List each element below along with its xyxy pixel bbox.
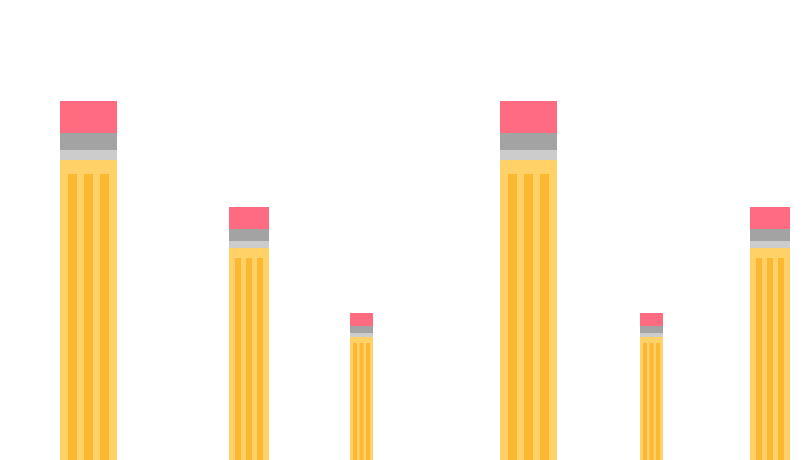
- pencil-stripe: [524, 174, 533, 460]
- pencil-ferrule-band: [60, 133, 117, 150]
- pencil-stripe: [649, 343, 654, 460]
- pencil-eraser: [500, 101, 557, 133]
- pencil-stripe: [235, 258, 241, 460]
- pencil-ferrule-light: [350, 333, 373, 337]
- pencil-stripe: [540, 174, 549, 460]
- pencil-stripe: [643, 343, 647, 460]
- pencil-stripe: [767, 258, 773, 460]
- pencil-stripe: [508, 174, 517, 460]
- pencil-ferrule-band: [750, 229, 790, 241]
- pencil-eraser: [640, 313, 663, 326]
- pencil-ferrule-band: [500, 133, 557, 150]
- pencil-ferrule-band: [640, 326, 663, 333]
- pencil-3: [350, 313, 373, 460]
- pencil-ferrule-light: [229, 241, 269, 248]
- pencil-ferrule-band: [350, 326, 373, 333]
- pencil-eraser: [60, 101, 117, 133]
- pencil-ferrule-band: [229, 229, 269, 241]
- pencil-eraser: [750, 207, 790, 229]
- pencil-stripe: [84, 174, 93, 460]
- pencil-ferrule-light: [500, 150, 557, 160]
- pencil-stripe: [756, 258, 762, 460]
- pencil-5: [640, 313, 663, 460]
- pencil-ferrule-light: [640, 333, 663, 337]
- pencil-ferrule-light: [60, 150, 117, 160]
- pencil-ferrule-light: [750, 241, 790, 248]
- pencil-1: [60, 101, 117, 460]
- pencil-4: [500, 101, 557, 460]
- pencil-eraser: [350, 313, 373, 326]
- pencil-stripe: [656, 343, 660, 460]
- pencil-2: [229, 207, 269, 460]
- pencil-eraser: [229, 207, 269, 229]
- pencil-stripe: [359, 343, 364, 460]
- pencil-stripe: [246, 258, 252, 460]
- pencil-stripe: [353, 343, 357, 460]
- pencil-6: [750, 207, 790, 460]
- pencil-stripe: [100, 174, 109, 460]
- pencil-stripe: [68, 174, 77, 460]
- pencil-stripe: [778, 258, 784, 460]
- pencil-stripe: [257, 258, 263, 460]
- pencil-stripe: [366, 343, 370, 460]
